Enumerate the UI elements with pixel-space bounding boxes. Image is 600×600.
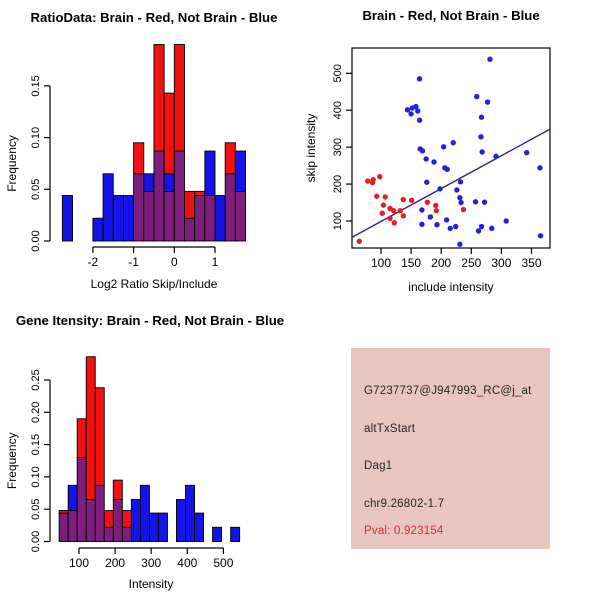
svg-text:200: 200 [332,175,344,193]
chart-gene-intensity-histogram: 0.00 0.05 0.10 0.15 0.20 0.25 100 200 300 400 500 G… [5,313,284,591]
svg-text:0.20: 0.20 [30,402,42,423]
points-not_brain_blue [404,56,544,247]
svg-text:200: 200 [105,556,125,570]
svg-text:0.10: 0.10 [30,466,42,487]
svg-text:0.15: 0.15 [30,75,42,96]
svg-text:-1: -1 [128,255,139,269]
svg-text:0: 0 [171,255,178,269]
svg-text:300: 300 [332,138,344,156]
event-type-text: altTxStart [364,423,416,435]
svg-text:400: 400 [332,101,344,119]
svg-text:Brain - Red, Not Brain - Blue: Brain - Red, Not Brain - Blue [362,8,539,23]
svg-text:Frequency: Frequency [5,135,19,192]
svg-text:0.00: 0.00 [30,230,42,251]
svg-text:100: 100 [69,556,89,570]
svg-text:Frequency: Frequency [5,432,19,489]
svg-text:0.10: 0.10 [30,127,42,148]
svg-text:0.05: 0.05 [30,179,42,200]
locus-text: chr9.26802-1.7 [364,498,445,510]
svg-text:100: 100 [332,212,344,230]
fit-line [351,128,550,238]
svg-text:0.15: 0.15 [30,434,42,455]
svg-text:300: 300 [491,256,511,270]
ratio_hist-bars [61,44,246,242]
svg-text:200: 200 [431,256,451,270]
gene_hist-plot: 0.00 0.05 0.10 0.15 0.20 0.25 100 200 300 400 500 G… [5,313,284,591]
svg-text:100: 100 [371,256,391,270]
svg-text:RatioData: Brain - Red, Not Br: RatioData: Brain - Red, Not Brain - Blue [31,10,278,25]
pval-text: Pval: 0.923154 [364,525,444,537]
svg-text:250: 250 [461,256,481,270]
svg-text:300: 300 [141,556,161,570]
svg-text:150: 150 [401,256,421,270]
svg-text:400: 400 [177,556,197,570]
points-brain_red [356,173,467,245]
svg-text:500: 500 [213,556,233,570]
svg-text:0.25: 0.25 [30,369,42,390]
svg-text:include intensity: include intensity [408,280,493,294]
svg-text:0.00: 0.00 [30,531,42,552]
chart-intensity-scatter: 100 150 200 250 300 350 100 200 300 400 500 Brain -… [304,8,551,294]
probe-info-panel: G7237737@J947993_RC@j_at altTxStart Dag1… [351,348,550,549]
svg-text:Gene Itensity: Brain - Red, No: Gene Itensity: Brain - Red, Not Brain - … [16,313,284,328]
svg-text:Log2 Ratio Skip/Include: Log2 Ratio Skip/Include [91,277,218,291]
ratio_hist-plot: 0.00 0.05 0.10 0.15 -2 -1 0 1 RatioData: Brain -… [5,10,277,291]
svg-text:-2: -2 [88,255,99,269]
svg-text:350: 350 [521,256,541,270]
svg-text:Intensity: Intensity [129,577,174,591]
chart-ratio-histogram: 0.00 0.05 0.10 0.15 -2 -1 0 1 RatioData: Brain -… [5,10,277,291]
svg-text:500: 500 [332,64,344,82]
gene_hist-bars [58,356,241,542]
svg-text:1: 1 [212,255,219,269]
intensity_scatter-plot: 100 150 200 250 300 350 100 200 300 400 500 Brain -… [304,8,551,294]
probe-id-text: G7237737@J947993_RC@j_at [364,385,532,397]
gene-name-text: Dag1 [364,460,393,472]
svg-text:0.05: 0.05 [30,498,42,519]
svg-text:skip intensity: skip intensity [304,114,318,183]
